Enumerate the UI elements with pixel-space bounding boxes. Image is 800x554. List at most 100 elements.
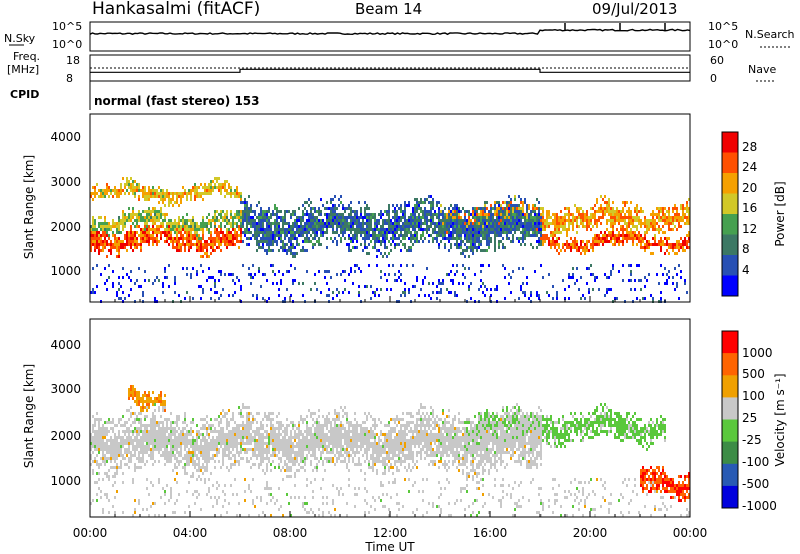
power-cell: [316, 210, 318, 213]
power-cell: [310, 234, 312, 237]
power-cell: [178, 294, 180, 297]
velocity-cell: [218, 436, 220, 439]
power-cell: [618, 237, 620, 240]
velocity-cell: [208, 478, 210, 481]
power-cell: [386, 288, 388, 291]
power-cell: [258, 213, 260, 216]
power-cell: [212, 189, 214, 192]
power-cell: [164, 270, 166, 273]
velocity-cell: [238, 502, 240, 505]
velocity-cell: [134, 463, 136, 466]
power-cell: [180, 192, 182, 195]
velocity-cell: [128, 442, 130, 445]
power-cell: [174, 225, 176, 228]
power-cell: [110, 228, 112, 231]
power-cell: [634, 237, 636, 240]
power-cell: [316, 222, 318, 225]
power-cell: [196, 192, 198, 195]
power-cell: [450, 210, 452, 213]
velocity-cell: [238, 406, 240, 409]
power-cell: [540, 264, 542, 267]
power-cell: [368, 234, 370, 237]
power-cell: [414, 225, 416, 228]
power-cell: [502, 219, 504, 222]
velocity-cell: [152, 451, 154, 454]
power-cell: [646, 243, 648, 246]
power-cell: [666, 243, 668, 246]
power-cell: [504, 246, 506, 249]
power-cell: [386, 255, 388, 258]
power-cell: [482, 291, 484, 294]
power-cell: [564, 288, 566, 291]
velocity-cell: [128, 397, 130, 400]
power-cell: [560, 219, 562, 222]
power-cell: [264, 231, 266, 234]
power-cell: [284, 210, 286, 213]
power-cell: [688, 198, 690, 201]
power-cell: [272, 243, 274, 246]
velocity-cell: [252, 463, 254, 466]
velocity-cell: [124, 439, 126, 442]
power-cell: [178, 204, 180, 207]
power-cell: [630, 222, 632, 225]
power-cell: [500, 213, 502, 216]
velocity-cell: [206, 469, 208, 472]
power-cell: [356, 216, 358, 219]
power-cell: [192, 267, 194, 270]
power-cell: [306, 222, 308, 225]
velocity-cell: [148, 445, 150, 448]
power-cell: [344, 219, 346, 222]
power-cell: [290, 294, 292, 297]
power-cell: [286, 210, 288, 213]
power-cell: [130, 234, 132, 237]
power-cell: [174, 231, 176, 234]
power-cell: [614, 210, 616, 213]
velocity-cell: [146, 424, 148, 427]
power-cell: [104, 192, 106, 195]
power-cell: [536, 207, 538, 210]
velocity-cell: [206, 457, 208, 460]
power-cell: [490, 288, 492, 291]
power-cell: [520, 213, 522, 216]
power-cell: [330, 237, 332, 240]
power-cell: [578, 246, 580, 249]
velocity-cell: [250, 412, 252, 415]
velocity-cell: [158, 514, 160, 517]
velocity-cell: [144, 445, 146, 448]
power-cell: [274, 237, 276, 240]
power-cell: [558, 228, 560, 231]
power-cell: [172, 240, 174, 243]
power-cell: [176, 195, 178, 198]
freq-label-1: Freq.: [13, 50, 40, 63]
power-cell: [552, 222, 554, 225]
velocity-cell: [166, 442, 168, 445]
power-cell: [598, 207, 600, 210]
power-cell: [212, 243, 214, 246]
velocity-cell: [146, 478, 148, 481]
power-cell: [556, 297, 558, 300]
power-cell: [590, 246, 592, 249]
power-cell: [514, 213, 516, 216]
power-cell: [504, 231, 506, 234]
power-cell: [682, 216, 684, 219]
velocity-cell: [106, 457, 108, 460]
power-cell: [292, 282, 294, 285]
power-cell: [474, 231, 476, 234]
power-cell: [138, 213, 140, 216]
power-cell: [538, 219, 540, 222]
power-cell: [314, 237, 316, 240]
velocity-cell: [152, 424, 154, 427]
velocity-cell: [120, 454, 122, 457]
power-cell: [438, 216, 440, 219]
power-cell: [488, 219, 490, 222]
power-cell: [322, 225, 324, 228]
power-cell: [190, 219, 192, 222]
velocity-cell: [124, 421, 126, 424]
power-cell: [170, 219, 172, 222]
power-cell: [158, 216, 160, 219]
power-cell: [676, 213, 678, 216]
power-cell: [142, 228, 144, 231]
velocity-cell: [176, 466, 178, 469]
power-cell: [342, 207, 344, 210]
power-cell: [238, 246, 240, 249]
